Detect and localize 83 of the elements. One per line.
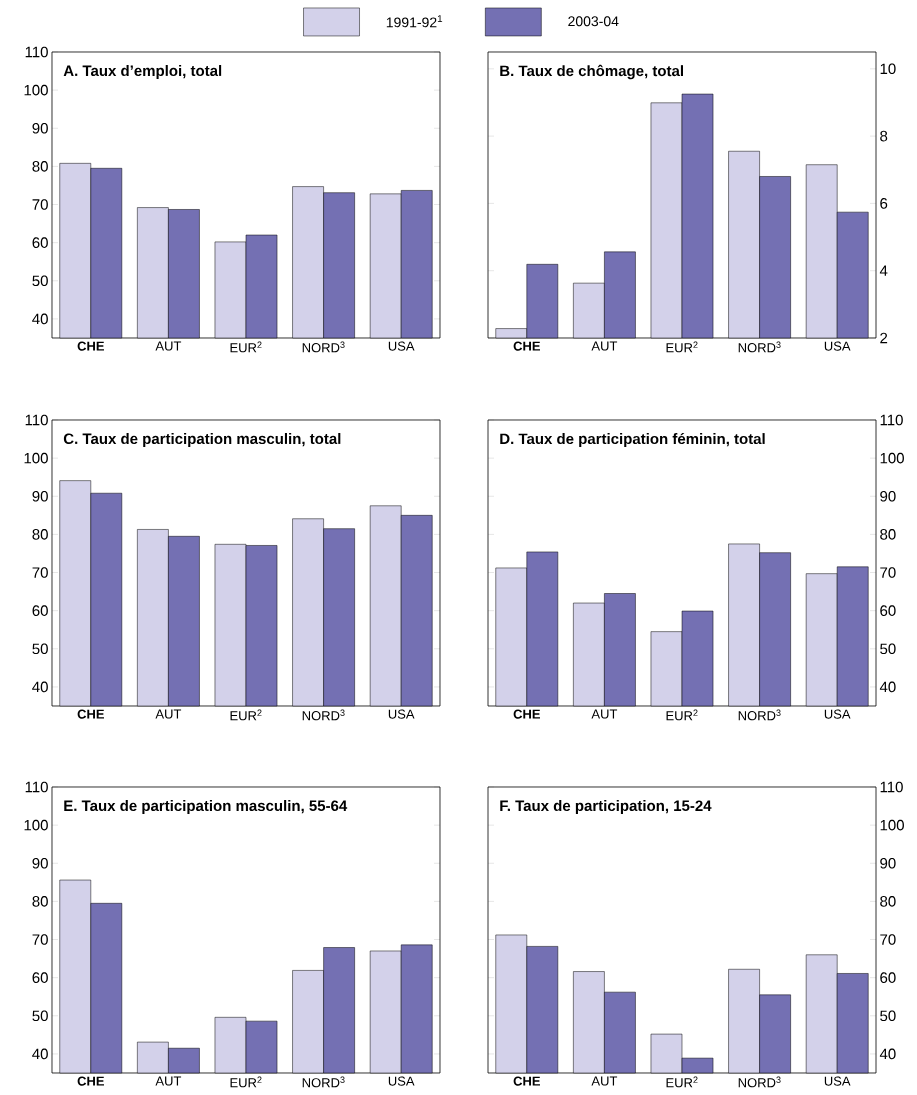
text: B. Taux de chômage, total [500,64,683,80]
legend-label: 2003-04 [568,16,619,27]
x-tick-label: NORD$^{3}$ [738,341,781,353]
y2-tick-label: 50 [880,1010,896,1022]
y2-tick-label: 2 [880,332,888,344]
y2-tick-label: 60 [880,605,896,616]
y-tick-label: 70 [32,567,48,578]
y-tick-label: 40 [32,681,48,693]
y-tick-label: 110 [25,46,48,58]
x-tick-label: CHE [513,341,541,351]
y2-tick-label: 50 [880,643,896,655]
y2-tick-label: 80 [880,896,896,907]
legend-label: 1991-92$^{1}$ [386,15,443,28]
y-tick-label: 100 [24,819,48,831]
text: A. Taux d’emploi, total [63,65,222,79]
x-tick-label: USA [824,341,851,351]
x-tick-label: AUT [591,1076,618,1086]
x-tick-label: AUT [591,341,618,351]
y2-tick-label: 100 [880,819,904,831]
y-tick-label: 80 [32,529,48,540]
y-tick-label: 60 [32,605,48,616]
x-tick-label: NORD$^{3}$ [302,1076,345,1088]
x-tick-label: AUT [155,341,182,351]
y-tick-label: 40 [32,1048,48,1060]
x-tick-label: NORD$^{3}$ [302,341,345,353]
x-tick-label: CHE [77,1076,104,1086]
y-tick-label: 70 [32,199,48,210]
y-tick-label: 60 [32,972,48,983]
x-tick-label: USA [824,709,851,719]
y-tick-label: 100 [24,452,48,464]
x-tick-label: USA [388,1076,415,1086]
x-tick-label: CHE [513,709,541,719]
x-tick-label: NORD$^{3}$ [302,709,345,721]
text: F. Taux de participation, 15-24 [500,800,712,815]
x-tick-label: NORD$^{3}$ [738,709,781,721]
y-tick-label: 50 [32,1010,48,1022]
y2-tick-label: 90 [880,490,896,502]
x-tick-label: AUT [155,1076,182,1086]
x-tick-label: AUT [591,709,618,719]
y2-tick-label: 60 [880,972,896,983]
x-tick-label: NORD$^{3}$ [738,1076,781,1088]
y-tick-label: 50 [32,643,48,655]
y-tick-label: 90 [32,490,48,502]
x-tick-label: USA [388,341,415,351]
x-tick-label: EUR$^{2}$ [230,709,262,721]
x-tick-label: CHE [77,341,104,351]
y2-tick-label: 6 [880,198,888,209]
y-tick-label: 40 [32,313,48,325]
text: D. Taux de participation féminin, total [500,432,765,448]
y2-tick-label: 40 [879,681,896,693]
y2-tick-label: 110 [880,781,903,793]
y2-tick-label: 110 [880,414,903,426]
x-tick-label: EUR$^{2}$ [230,341,262,353]
y-tick-label: 80 [32,896,48,907]
y-tick-label: 90 [32,122,48,134]
text: C. Taux de participation masculin, total [63,433,341,448]
y2-tick-label: 70 [880,934,896,945]
y2-tick-label: 80 [880,529,896,540]
y2-tick-label: 8 [880,130,888,142]
x-tick-label: EUR$^{2}$ [666,1076,698,1088]
y-tick-label: 50 [32,275,48,287]
x-tick-label: EUR$^{2}$ [230,1076,262,1088]
y-tick-label: 90 [32,857,48,869]
y2-tick-label: 40 [879,1048,896,1060]
y2-tick-label: 90 [880,857,896,869]
x-tick-label: USA [824,1076,851,1086]
y2-tick-label: 70 [880,567,896,578]
x-tick-label: AUT [155,709,182,719]
y-tick-label: 70 [32,934,48,945]
y-tick-label: 100 [24,84,48,96]
y-tick-label: 110 [25,781,48,793]
y2-tick-label: 4 [879,265,888,276]
y-tick-label: 60 [32,237,48,248]
x-tick-label: USA [388,709,415,719]
y2-tick-label: 10 [880,63,896,75]
y-tick-label: 80 [32,161,48,172]
text: E. Taux de participation masculin, 55-64 [64,800,348,815]
x-tick-label: CHE [513,1076,541,1086]
x-tick-label: EUR$^{2}$ [666,341,698,353]
y2-tick-label: 100 [880,452,904,464]
x-tick-label: EUR$^{2}$ [666,709,698,721]
y-tick-label: 110 [25,414,48,426]
x-tick-label: CHE [77,709,104,719]
